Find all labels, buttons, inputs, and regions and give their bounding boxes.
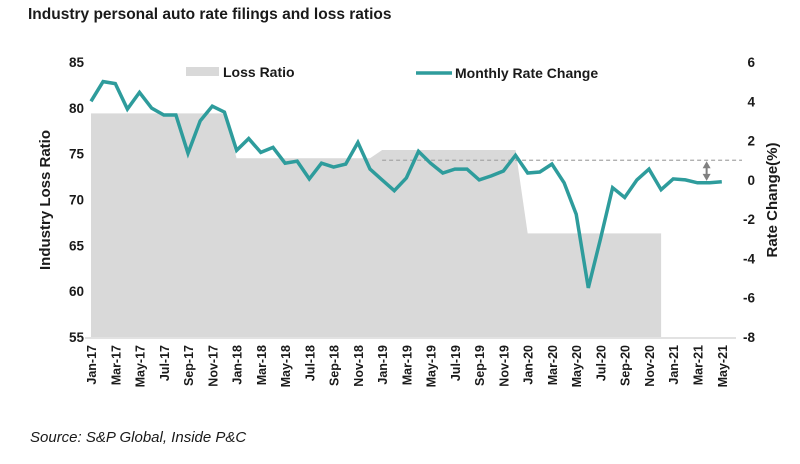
x-axis-tick-label: Nov-19 [497, 345, 511, 387]
x-axis-tick-label: Jul-20 [594, 345, 608, 381]
left-axis-tick-label: 85 [69, 55, 85, 70]
x-axis-tick-label: May-20 [570, 345, 584, 387]
x-axis-tick-label: Mar-18 [255, 345, 269, 385]
x-axis-tick-label: Jul-17 [158, 345, 172, 381]
x-axis-tick-label: Mar-19 [400, 345, 414, 385]
left-axis-tick-label: 70 [69, 193, 84, 208]
x-axis-tick-label: Jan-18 [231, 345, 245, 385]
right-axis-ticks: 6 4 2 0 -2 -4 -6 -8 [743, 55, 756, 345]
x-axis-tick-label: Jul-19 [449, 345, 463, 381]
left-axis-tick-label: 65 [69, 238, 85, 253]
legend-swatch-loss-ratio [186, 67, 219, 76]
right-axis-tick-label: 0 [747, 173, 755, 188]
left-axis-tick-label: 75 [69, 147, 85, 162]
x-axis-ticks: Jan-17 Mar-17 May-17 Jul-17 Sep-17 Nov-17 Jan-… [85, 345, 730, 387]
x-axis-tick-label: Mar-17 [109, 345, 123, 385]
left-axis-tick-label: 55 [69, 330, 85, 345]
left-axis-ticks: 85 80 75 70 65 60 55 [69, 55, 85, 345]
x-axis-tick-label: Sep-19 [473, 345, 487, 386]
right-axis-tick-label: -4 [743, 251, 755, 266]
rate-change-line-layer [89, 79, 722, 289]
legend-label-monthly-rate-change: Monthly Rate Change [455, 65, 598, 81]
x-axis-tick-label: Jul-18 [303, 345, 317, 381]
right-axis-tick-label: 6 [747, 55, 755, 70]
loss-ratio-area [91, 113, 662, 337]
right-axis-tick-label: -6 [743, 291, 755, 306]
right-axis-tick-label: 2 [747, 134, 755, 149]
x-axis-tick-label: May-21 [716, 345, 730, 387]
x-axis-tick-label: Jan-20 [522, 345, 536, 385]
right-axis-tick-label: -8 [743, 330, 755, 345]
source-note: Source: S&P Global, Inside P&C [30, 429, 247, 446]
loss-ratio-area-layer [91, 113, 662, 337]
legend-label-loss-ratio: Loss Ratio [223, 64, 295, 80]
x-axis-tick-label: Sep-18 [328, 345, 342, 386]
x-axis-tick-label: May-19 [425, 345, 439, 387]
double-arrow-icon [702, 161, 711, 181]
right-axis-title: Rate Change(%) [764, 142, 781, 257]
legend: Loss Ratio Monthly Rate Change [186, 64, 598, 81]
x-axis-tick-label: May-18 [279, 345, 293, 387]
x-axis-tick-label: Mar-21 [692, 345, 706, 385]
left-axis-title: Industry Loss Ratio [37, 130, 54, 270]
x-axis-tick-label: Sep-17 [182, 345, 196, 386]
right-axis-tick-label: 4 [747, 94, 755, 109]
x-axis-tick-label: Nov-18 [352, 345, 366, 387]
gap-arrow-layer [702, 161, 711, 181]
right-axis-tick-label: -2 [743, 212, 755, 227]
left-axis-tick-label: 60 [69, 284, 84, 299]
legend-item-loss-ratio: Loss Ratio [186, 64, 295, 80]
chart-title: Industry personal auto rate filings and … [28, 6, 392, 23]
x-axis-tick-label: Jan-19 [376, 345, 390, 385]
x-axis-tick-label: Sep-20 [619, 345, 633, 386]
x-axis-tick-label: Mar-20 [546, 345, 560, 385]
left-axis-tick-label: 80 [69, 101, 84, 116]
x-axis-tick-label: Jan-21 [667, 345, 681, 385]
x-axis-tick-label: Nov-17 [206, 345, 220, 387]
x-axis-tick-label: Nov-20 [643, 345, 657, 387]
legend-item-monthly-rate-change: Monthly Rate Change [416, 65, 598, 81]
x-axis-tick-label: May-17 [134, 345, 148, 387]
x-axis-tick-label: Jan-17 [85, 345, 99, 385]
